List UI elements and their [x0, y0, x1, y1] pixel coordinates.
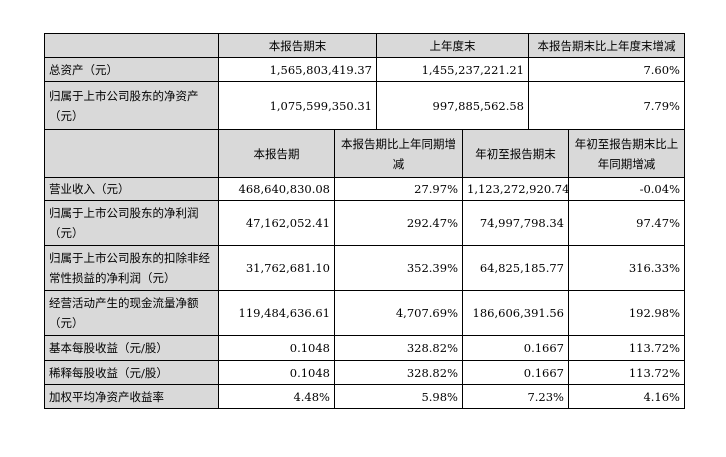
row-label: 加权平均净资产收益率	[44, 384, 219, 409]
row-label: 总资产（元）	[44, 57, 219, 82]
table-row: 基本每股收益（元/股） 0.1048 328.82% 0.1667 113.72…	[44, 335, 685, 361]
cell-value: 292.47%	[334, 200, 463, 246]
header-blank-cell	[44, 33, 219, 58]
row-label: 归属于上市公司股东的净利润（元）	[44, 200, 219, 246]
row-label: 稀释每股收益（元/股）	[44, 360, 219, 385]
cell-value: 1,123,272,920.74	[462, 177, 569, 201]
header-prior-year-end: 上年度末	[376, 33, 529, 58]
cell-value: 119,484,636.61	[218, 290, 335, 336]
cell-value: 4.16%	[568, 384, 685, 409]
cell-value: 0.1667	[462, 335, 569, 361]
cell-value: 7.23%	[462, 384, 569, 409]
table-row: 稀释每股收益（元/股） 0.1048 328.82% 0.1667 113.72…	[44, 360, 685, 385]
section1-header-row: 本报告期末 上年度末 本报告期末比上年度末增减	[44, 33, 685, 58]
cell-value: 27.97%	[334, 177, 463, 201]
cell-value: 0.1048	[218, 360, 335, 385]
cell-value: 0.1667	[462, 360, 569, 385]
header-current-period-change: 本报告期比上年同期增减	[334, 129, 463, 178]
row-label: 归属于上市公司股东的净资产（元）	[44, 81, 219, 130]
cell-value: 113.72%	[568, 360, 685, 385]
cell-value: 186,606,391.56	[462, 290, 569, 336]
cell-value: 74,997,798.34	[462, 200, 569, 246]
cell-value: 328.82%	[334, 335, 463, 361]
cell-value: 97.47%	[568, 200, 685, 246]
cell-value: 4.48%	[218, 384, 335, 409]
row-label: 基本每股收益（元/股）	[44, 335, 219, 361]
cell-value: 64,825,185.77	[462, 245, 569, 291]
financial-summary-table: 本报告期末 上年度末 本报告期末比上年度末增减 总资产（元） 1,565,803…	[44, 33, 685, 409]
cell-value: 316.33%	[568, 245, 685, 291]
table-row: 归属于上市公司股东的净利润（元） 47,162,052.41 292.47% 7…	[44, 200, 685, 246]
cell-value: 5.98%	[334, 384, 463, 409]
row-label: 归属于上市公司股东的扣除非经常性损益的净利润（元）	[44, 245, 219, 291]
header-blank-cell	[44, 129, 219, 178]
table-row: 营业收入（元） 468,640,830.08 27.97% 1,123,272,…	[44, 177, 685, 201]
table-row: 总资产（元） 1,565,803,419.37 1,455,237,221.21…	[44, 57, 685, 82]
cell-value: -0.04%	[568, 177, 685, 201]
cell-value: 7.79%	[528, 81, 685, 130]
cell-value: 47,162,052.41	[218, 200, 335, 246]
cell-value: 4,707.69%	[334, 290, 463, 336]
row-label: 经营活动产生的现金流量净额（元）	[44, 290, 219, 336]
cell-value: 1,455,237,221.21	[376, 57, 529, 82]
table-row: 经营活动产生的现金流量净额（元） 119,484,636.61 4,707.69…	[44, 290, 685, 336]
cell-value: 7.60%	[528, 57, 685, 82]
cell-value: 113.72%	[568, 335, 685, 361]
cell-value: 997,885,562.58	[376, 81, 529, 130]
cell-value: 31,762,681.10	[218, 245, 335, 291]
table-row: 归属于上市公司股东的净资产（元） 1,075,599,350.31 997,88…	[44, 81, 685, 130]
table-row: 加权平均净资产收益率 4.48% 5.98% 7.23% 4.16%	[44, 384, 685, 409]
cell-value: 352.39%	[334, 245, 463, 291]
header-change: 本报告期末比上年度末增减	[528, 33, 685, 58]
cell-value: 1,075,599,350.31	[218, 81, 377, 130]
section2-header-row: 本报告期 本报告期比上年同期增减 年初至报告期末 年初至报告期末比上年同期增减	[44, 129, 685, 178]
cell-value: 1,565,803,419.37	[218, 57, 377, 82]
cell-value: 468,640,830.08	[218, 177, 335, 201]
header-ytd: 年初至报告期末	[462, 129, 569, 178]
table-row: 归属于上市公司股东的扣除非经常性损益的净利润（元） 31,762,681.10 …	[44, 245, 685, 291]
row-label: 营业收入（元）	[44, 177, 219, 201]
header-period-end: 本报告期末	[218, 33, 377, 58]
cell-value: 328.82%	[334, 360, 463, 385]
cell-value: 192.98%	[568, 290, 685, 336]
header-ytd-change: 年初至报告期末比上年同期增减	[568, 129, 685, 178]
cell-value: 0.1048	[218, 335, 335, 361]
header-current-period: 本报告期	[218, 129, 335, 178]
